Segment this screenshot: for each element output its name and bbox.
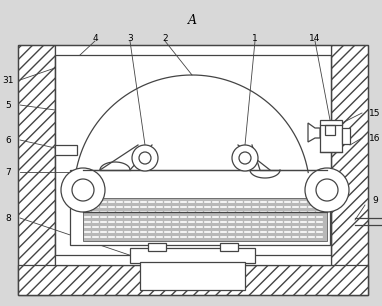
Circle shape — [239, 152, 251, 164]
Bar — [18, 45, 368, 295]
Circle shape — [305, 168, 349, 212]
Bar — [331, 45, 368, 295]
Circle shape — [61, 168, 105, 212]
Circle shape — [72, 179, 94, 201]
Text: 14: 14 — [309, 33, 320, 43]
Bar — [70, 170, 330, 245]
Circle shape — [139, 152, 151, 164]
Circle shape — [316, 179, 338, 201]
Text: 2: 2 — [162, 33, 168, 43]
Text: 7: 7 — [5, 167, 11, 177]
Text: 1: 1 — [252, 33, 258, 43]
Text: 16: 16 — [369, 133, 381, 143]
Bar — [55, 45, 331, 265]
Text: A: A — [188, 13, 196, 27]
Text: 5: 5 — [5, 100, 11, 110]
Bar — [18, 265, 368, 295]
Circle shape — [132, 145, 158, 171]
Text: 6: 6 — [5, 136, 11, 144]
Bar — [55, 145, 77, 155]
Text: 8: 8 — [5, 214, 11, 222]
Text: 9: 9 — [372, 196, 378, 204]
Bar — [342, 128, 350, 144]
Text: 15: 15 — [369, 109, 381, 118]
Text: 3: 3 — [127, 33, 133, 43]
Text: 4: 4 — [92, 33, 98, 43]
Polygon shape — [308, 123, 320, 142]
Bar — [325, 125, 335, 135]
Bar — [148, 243, 166, 251]
Bar — [320, 120, 342, 152]
Circle shape — [232, 145, 258, 171]
Text: 31: 31 — [2, 76, 14, 84]
Bar — [140, 262, 245, 290]
Bar — [83, 198, 327, 241]
Bar — [130, 248, 255, 263]
Bar — [220, 243, 238, 251]
Bar — [55, 55, 331, 255]
Bar — [18, 45, 55, 295]
